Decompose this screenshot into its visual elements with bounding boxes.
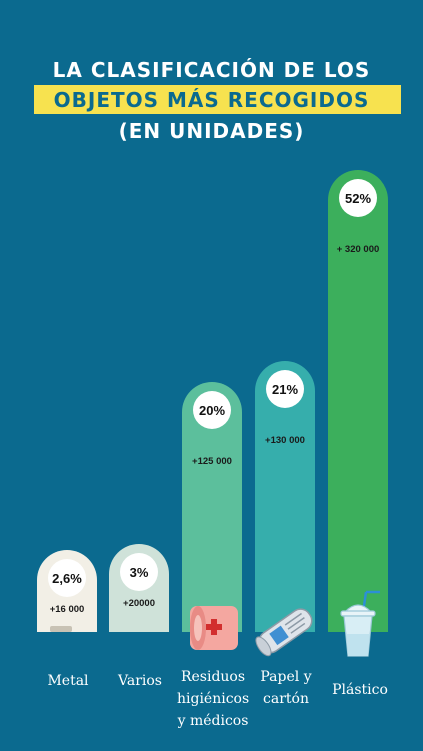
units-label: +20000: [123, 598, 155, 609]
category-label-varios: Varios: [104, 670, 176, 692]
category-label-line: Papel y: [260, 669, 312, 685]
title-highlight: [34, 85, 401, 114]
category-label-line: Plástico: [332, 682, 388, 698]
percent-bubble: [266, 370, 304, 408]
bar-residuos-higienicos-y-medicos: [182, 382, 242, 632]
tin-can-icon: [50, 626, 72, 632]
category-label-line: higiénicos: [177, 691, 250, 707]
bar-group-plastico: 52% + 320 000: [328, 170, 388, 632]
percent-label: 3%: [130, 565, 149, 580]
percent-label: 20%: [199, 403, 225, 418]
percent-label: 2,6%: [52, 571, 82, 586]
bar-group-papel-y-carton: 21% +130 000: [255, 361, 315, 632]
units-label: +125 000: [192, 456, 232, 467]
category-label-line: Varios: [118, 673, 162, 689]
bar-group-residuos-higienicos-y-medicos: 20% +125 000: [182, 382, 242, 632]
bar-papel-y-carton: [255, 361, 315, 632]
category-label-residuos-higienicos-y-medicos: Residuos higiénicos y médicos: [177, 666, 249, 732]
category-label-plastico: Plástico: [324, 679, 396, 701]
bandage-icon: [190, 606, 238, 650]
bar-plastico: [328, 170, 388, 632]
percent-bubble: [339, 179, 377, 217]
category-label-line: y médicos: [177, 713, 249, 729]
percent-bubble: [193, 391, 231, 429]
category-label-line: cartón: [263, 691, 309, 707]
category-label-papel-y-carton: Papel y cartón: [250, 666, 322, 710]
category-label-metal: Metal: [32, 670, 104, 692]
percent-label: 21%: [272, 382, 298, 397]
percent-label: 52%: [345, 191, 371, 206]
category-label-line: Metal: [47, 673, 89, 689]
category-label-line: Residuos: [180, 669, 246, 685]
newspaper-icon: [255, 608, 313, 657]
units-label: +16 000: [50, 604, 85, 615]
chart-title-line-1: LA CLASIFICACIÓN DE LOS: [52, 58, 371, 82]
bar-group-metal: 2,6% +16 000: [37, 550, 97, 632]
chart-title-line-2: OBJETOS MÁS RECOGIDOS: [53, 88, 370, 112]
units-label: + 320 000: [337, 244, 380, 255]
plastic-cup-icon: [340, 590, 380, 657]
percent-bubble: [48, 559, 86, 597]
bar-group-varios: 3% +20000: [109, 544, 169, 632]
percent-bubble: [120, 553, 158, 591]
chart-title-line-3: (EN UNIDADES): [118, 119, 305, 143]
units-label: +130 000: [265, 435, 305, 446]
